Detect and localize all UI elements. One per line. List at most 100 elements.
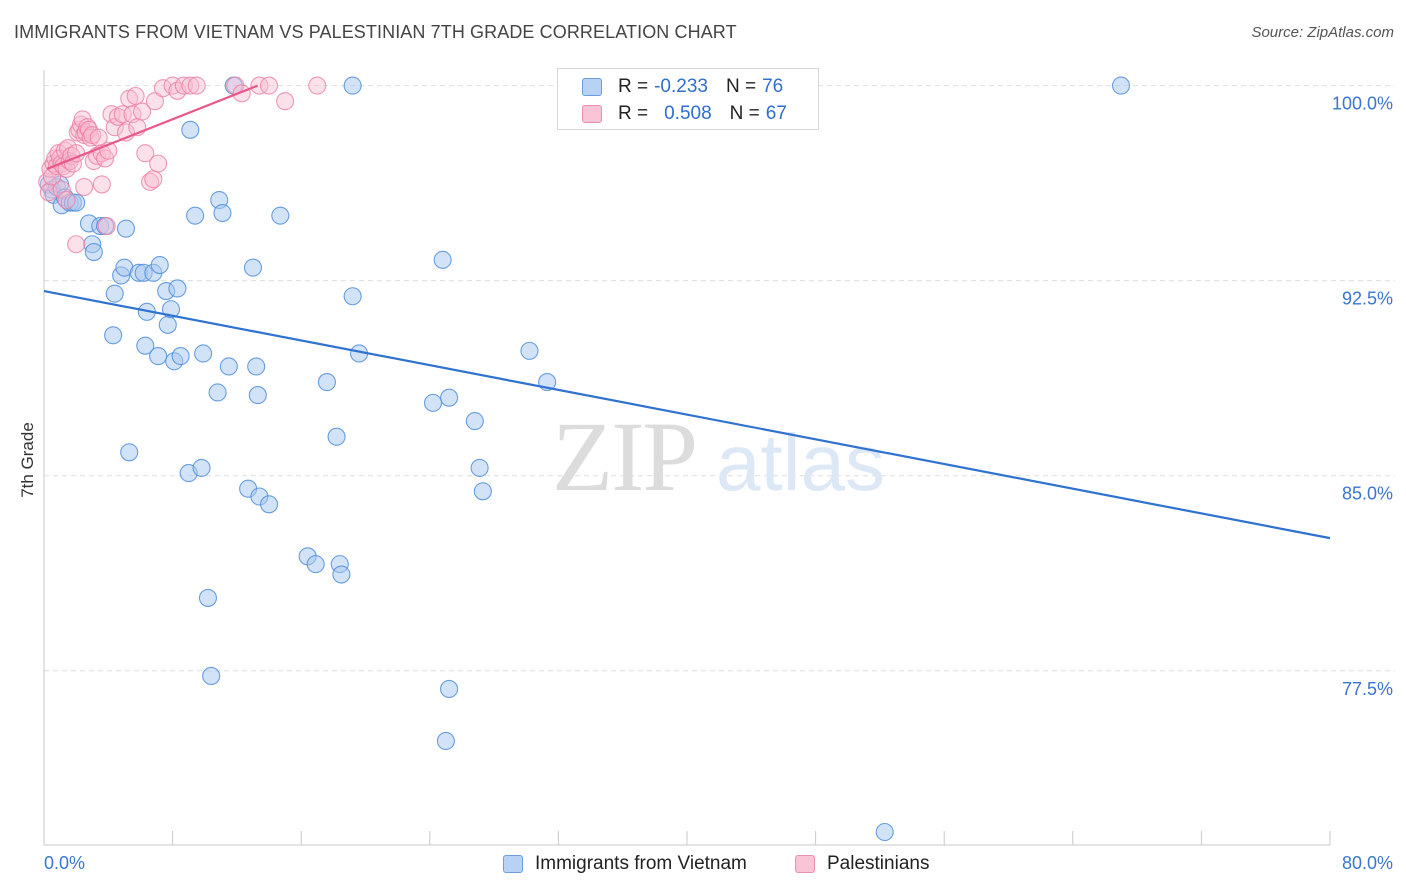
watermark-atlas: atlas bbox=[716, 418, 885, 507]
data-point-palestinians bbox=[113, 105, 132, 124]
data-point-palestinians bbox=[136, 144, 155, 163]
data-point-vietnam bbox=[423, 393, 443, 412]
data-point-vietnam bbox=[136, 336, 155, 355]
data-point-vietnam bbox=[181, 120, 200, 139]
data-point-vietnam bbox=[875, 822, 894, 842]
axes bbox=[43, 70, 1331, 846]
data-point-vietnam bbox=[327, 427, 346, 446]
grid-lines bbox=[44, 85, 1395, 672]
data-point-palestinians bbox=[181, 76, 200, 95]
data-point-vietnam bbox=[271, 206, 290, 225]
y-tick-label: 77.5% bbox=[1342, 679, 1393, 699]
data-point-vietnam bbox=[149, 347, 168, 366]
data-point-palestinians bbox=[144, 170, 163, 189]
legend-swatch-palestinians bbox=[582, 105, 602, 123]
data-point-palestinians bbox=[133, 102, 152, 121]
series-palestinians-points bbox=[38, 76, 327, 254]
data-point-vietnam bbox=[198, 588, 218, 607]
chart-source: Source: ZipAtlas.com bbox=[1251, 24, 1394, 41]
y-tick-label: 85.0% bbox=[1342, 484, 1393, 504]
data-point-vietnam bbox=[116, 219, 136, 238]
data-point-palestinians bbox=[92, 175, 111, 194]
data-point-vietnam bbox=[465, 412, 484, 431]
n-label: N = bbox=[725, 76, 757, 97]
data-point-palestinians bbox=[276, 92, 295, 111]
r-value-palestinians: 0.508 bbox=[664, 103, 712, 124]
data-point-vietnam bbox=[202, 666, 221, 686]
data-point-vietnam bbox=[1111, 76, 1131, 95]
data-point-palestinians bbox=[187, 76, 206, 95]
n-label: N = bbox=[729, 103, 760, 124]
data-point-palestinians bbox=[174, 76, 193, 95]
data-point-palestinians bbox=[259, 76, 279, 95]
data-point-vietnam bbox=[470, 458, 489, 477]
n-value-vietnam: 76 bbox=[762, 76, 784, 97]
legend-swatch-vietnam bbox=[582, 78, 602, 96]
data-point-palestinians bbox=[52, 180, 71, 199]
watermark-zip: ZIP bbox=[552, 401, 696, 512]
x-tick-label: 0.0% bbox=[44, 853, 85, 873]
data-point-palestinians bbox=[75, 177, 94, 197]
y-tick-label: 100.0% bbox=[1332, 94, 1393, 114]
data-point-vietnam bbox=[161, 300, 181, 319]
data-point-palestinians bbox=[108, 107, 127, 126]
data-point-vietnam bbox=[84, 242, 103, 262]
r-value-vietnam: -0.233 bbox=[654, 76, 708, 97]
stats-row-palestinians: R = 0.508 N = 67 bbox=[582, 101, 787, 127]
data-point-vietnam bbox=[243, 258, 263, 277]
tick-labels: 100.0% 92.5% 85.0% 77.5% 0.0% 80.0% bbox=[44, 94, 1393, 873]
data-point-vietnam bbox=[520, 341, 539, 360]
data-point-vietnam bbox=[343, 76, 362, 95]
data-point-vietnam bbox=[317, 373, 336, 392]
data-point-vietnam bbox=[208, 383, 227, 402]
data-point-vietnam bbox=[440, 388, 459, 407]
chart-title: IMMIGRANTS FROM VIETNAM VS PALESTINIAN 7… bbox=[14, 22, 737, 42]
data-point-vietnam bbox=[104, 326, 123, 345]
data-point-palestinians bbox=[57, 190, 76, 210]
data-point-vietnam bbox=[194, 344, 213, 363]
data-point-vietnam bbox=[213, 203, 232, 223]
data-point-vietnam bbox=[219, 357, 238, 376]
data-point-vietnam bbox=[150, 256, 169, 275]
data-point-vietnam bbox=[168, 279, 187, 298]
data-point-vietnam bbox=[343, 287, 362, 306]
x-tick-label: 80.0% bbox=[1342, 853, 1393, 873]
n-value-palestinians: 67 bbox=[765, 103, 787, 124]
data-point-palestinians bbox=[67, 235, 86, 254]
legend-label-palestinians: Palestinians bbox=[827, 853, 930, 874]
watermark: ZIP atlas bbox=[552, 401, 885, 512]
legend-item-vietnam: Immigrants from Vietnam bbox=[503, 851, 747, 877]
trend-line-vietnam bbox=[43, 289, 1331, 540]
data-point-vietnam bbox=[105, 284, 124, 303]
data-point-vietnam bbox=[440, 679, 459, 699]
y-tick-label: 92.5% bbox=[1342, 289, 1393, 309]
stats-legend: R = -0.233 N = 76 R = 0.508 N = 67 bbox=[557, 68, 819, 130]
data-point-vietnam bbox=[120, 443, 139, 462]
data-point-vietnam bbox=[171, 347, 190, 366]
r-label: R = bbox=[618, 103, 649, 124]
data-point-vietnam bbox=[436, 731, 455, 751]
data-point-vietnam bbox=[306, 555, 325, 574]
legend-swatch-palestinians bbox=[795, 855, 815, 873]
legend-label-vietnam: Immigrants from Vietnam bbox=[535, 853, 747, 874]
data-point-palestinians bbox=[250, 76, 269, 95]
legend-swatch-vietnam bbox=[503, 855, 523, 873]
data-point-palestinians bbox=[97, 216, 116, 236]
data-point-palestinians bbox=[42, 167, 62, 186]
data-point-palestinians bbox=[141, 172, 160, 191]
data-point-palestinians bbox=[126, 86, 145, 106]
data-point-vietnam bbox=[433, 250, 452, 269]
data-point-vietnam bbox=[192, 458, 211, 477]
data-point-vietnam bbox=[158, 315, 177, 334]
data-point-vietnam bbox=[259, 495, 279, 514]
data-point-palestinians bbox=[308, 76, 327, 95]
stats-row-vietnam: R = -0.233 N = 76 bbox=[582, 74, 783, 100]
data-point-palestinians bbox=[149, 154, 168, 173]
data-point-vietnam bbox=[473, 482, 492, 501]
data-point-palestinians bbox=[105, 118, 124, 137]
data-point-vietnam bbox=[248, 386, 267, 405]
legend-item-palestinians: Palestinians bbox=[795, 851, 929, 877]
trend-lines bbox=[43, 84, 1331, 540]
data-point-vietnam bbox=[186, 206, 205, 225]
